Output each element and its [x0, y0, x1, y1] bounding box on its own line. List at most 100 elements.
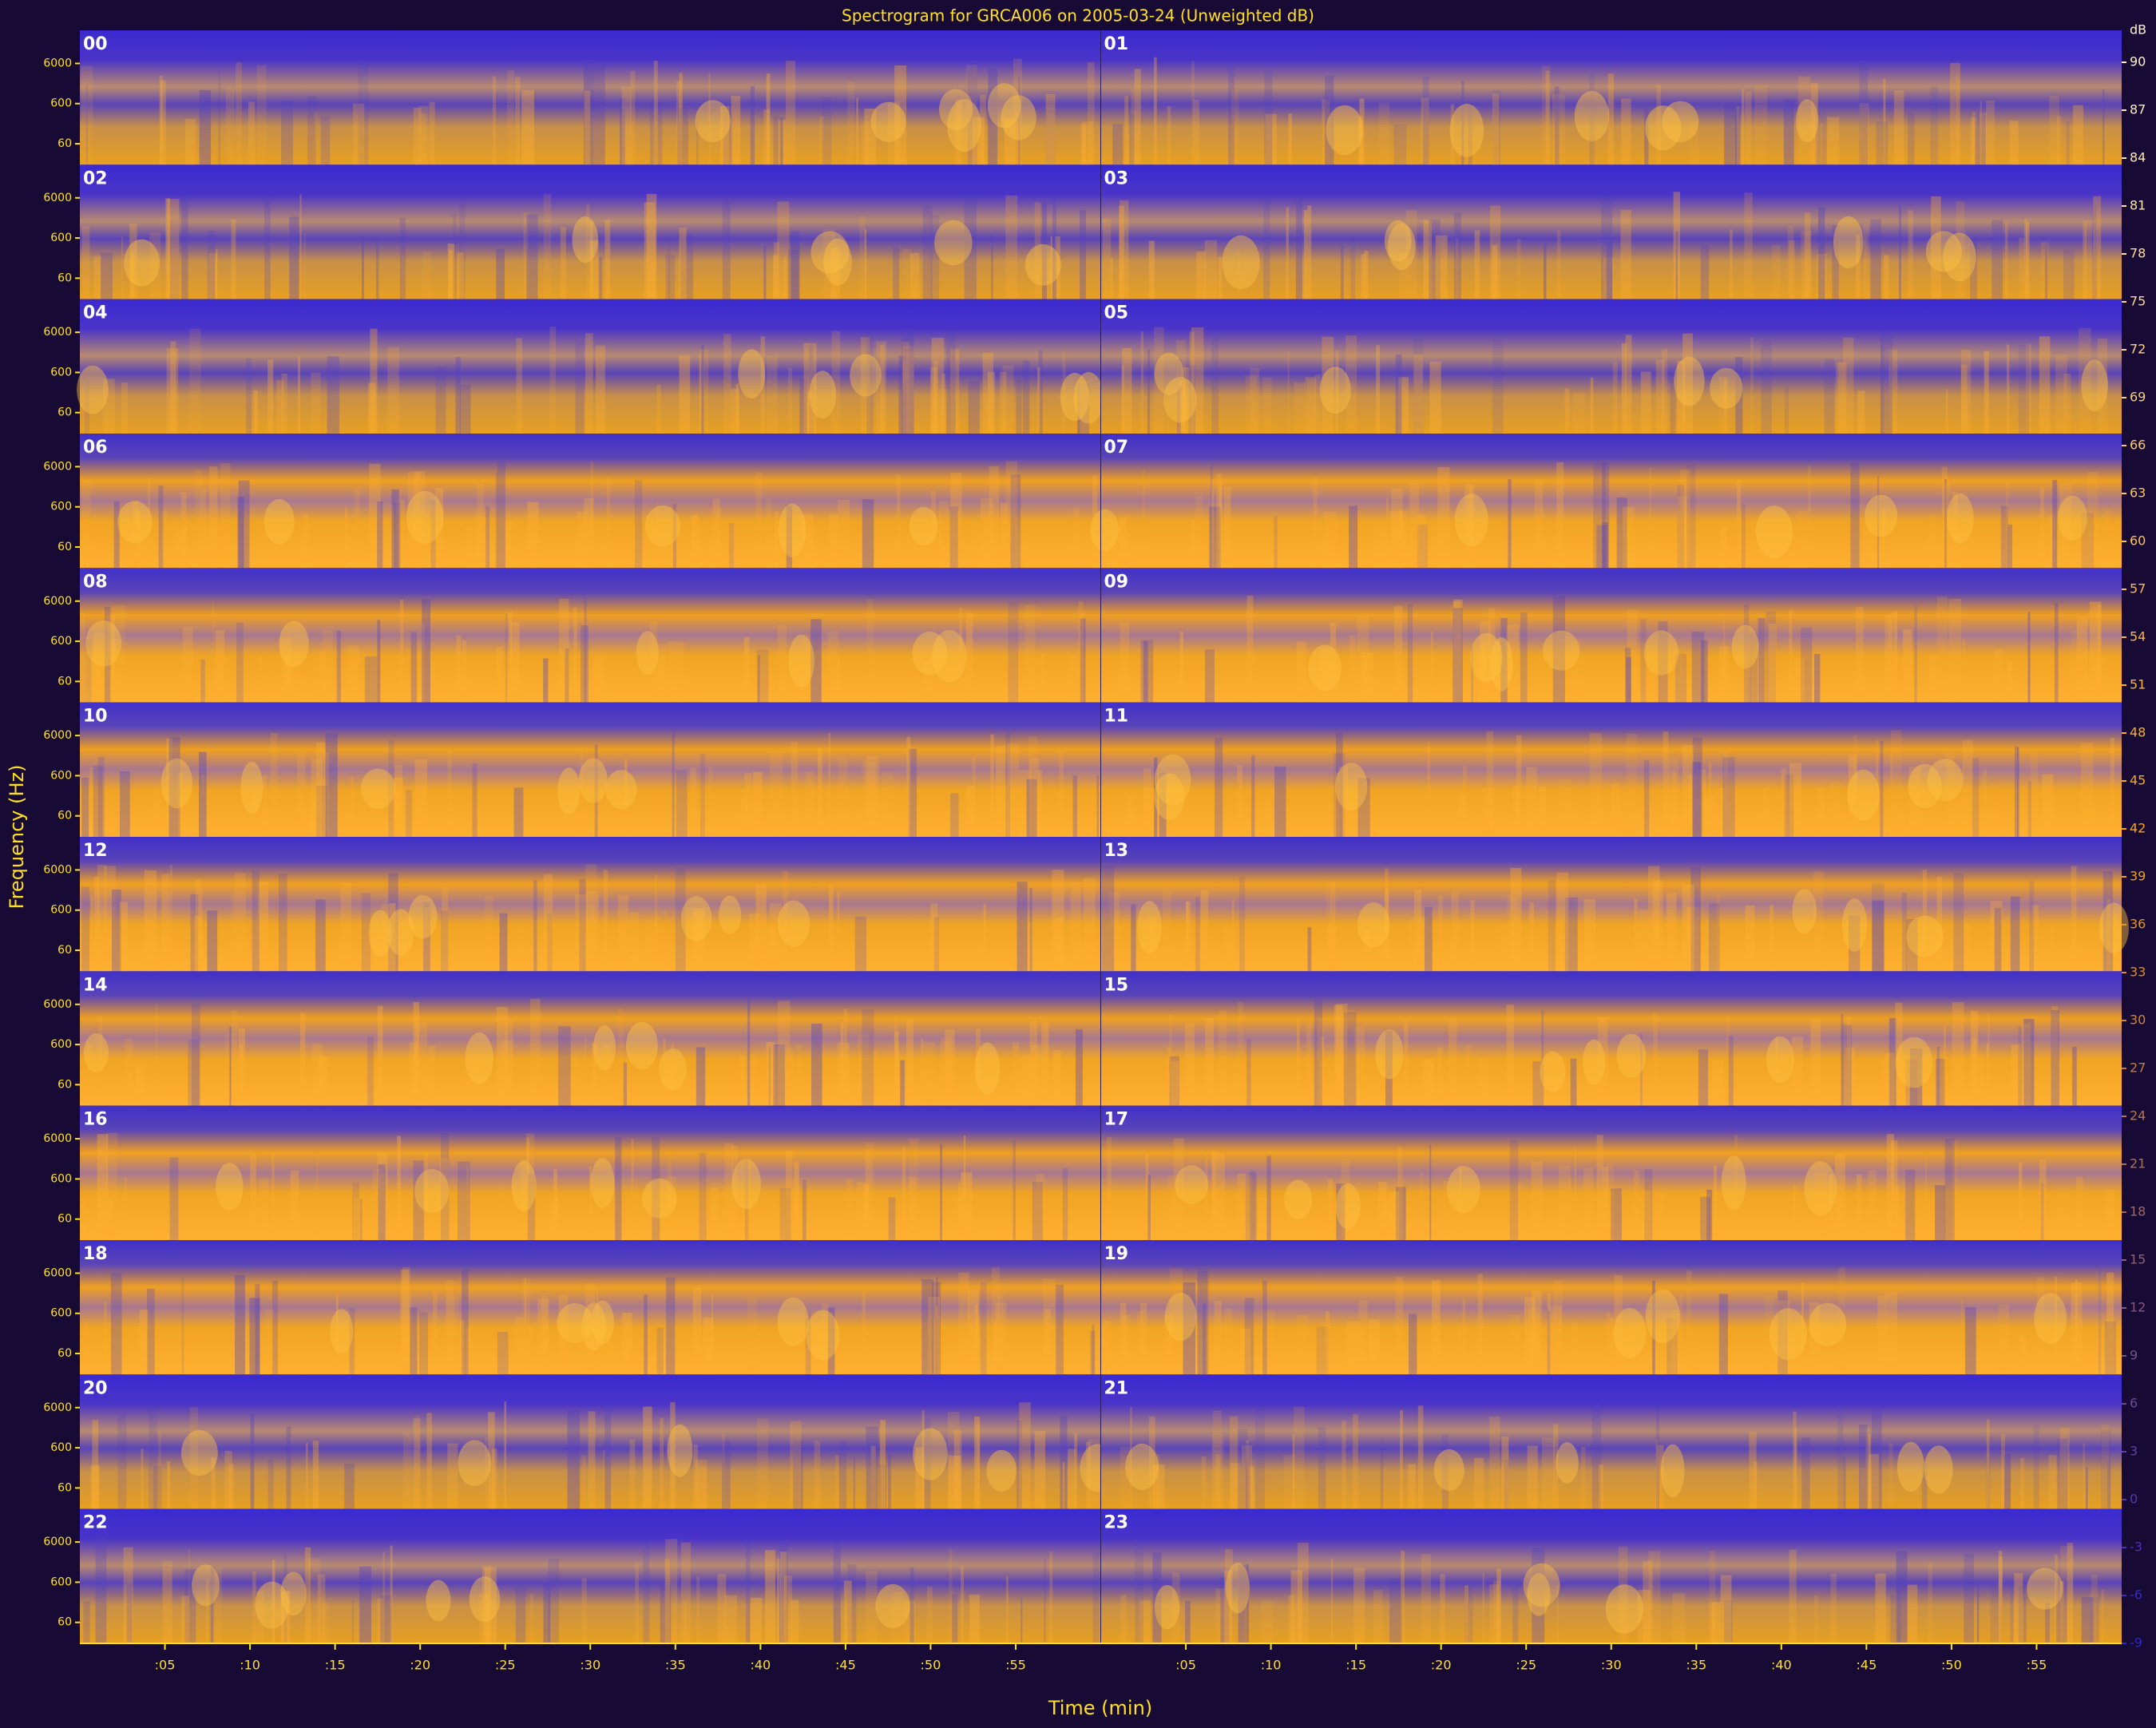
texture — [1610, 1318, 1614, 1375]
texture — [982, 352, 993, 434]
texture — [679, 228, 687, 299]
colorbar-tick-label: 12 — [2130, 1300, 2146, 1315]
texture — [97, 756, 105, 837]
texture — [382, 1551, 385, 1643]
panel-label: 18 — [83, 1244, 108, 1264]
texture — [80, 652, 89, 703]
texture — [485, 1437, 488, 1509]
texture — [1977, 1052, 1984, 1106]
texture — [1555, 86, 1560, 165]
texture — [1640, 371, 1651, 434]
texture — [1052, 1050, 1062, 1106]
texture — [1357, 778, 1370, 837]
texture — [1209, 506, 1222, 569]
texture — [1638, 910, 1648, 972]
texture — [225, 88, 235, 165]
texture — [629, 1439, 636, 1509]
texture — [1684, 484, 1686, 569]
texture — [1175, 1165, 1209, 1204]
texture — [126, 1584, 133, 1643]
texture — [1378, 1181, 1387, 1240]
texture — [521, 919, 523, 972]
texture — [664, 1558, 670, 1643]
texture — [1602, 462, 1610, 569]
texture — [1596, 525, 1607, 569]
texture — [1220, 1577, 1230, 1643]
texture — [959, 608, 963, 703]
texture — [1369, 1319, 1380, 1375]
texture — [1843, 1457, 1846, 1509]
texture — [2009, 121, 2019, 165]
texture — [1154, 1584, 1180, 1630]
texture — [1239, 877, 1246, 972]
texture — [777, 1001, 791, 1106]
texture — [940, 1037, 952, 1106]
texture — [504, 1401, 507, 1509]
texture — [1994, 648, 2003, 703]
texture — [1477, 1274, 1483, 1375]
texture — [399, 600, 404, 703]
y-tick-label: 600 — [50, 1038, 72, 1051]
texture — [1224, 1571, 1231, 1643]
texture — [711, 1294, 714, 1375]
texture — [760, 336, 766, 434]
texture — [2080, 743, 2094, 837]
texture — [1858, 1425, 1868, 1509]
texture — [777, 201, 790, 299]
texture — [1062, 1167, 1068, 1240]
texture — [667, 1424, 693, 1477]
texture — [1589, 732, 1603, 837]
colorbar-tick-label: -9 — [2130, 1635, 2142, 1651]
texture — [850, 354, 882, 397]
texture — [80, 639, 92, 703]
texture — [1837, 362, 1847, 434]
texture — [1660, 1444, 1685, 1497]
texture — [589, 1166, 593, 1240]
texture — [136, 1328, 146, 1375]
texture — [147, 1288, 155, 1375]
texture — [181, 1277, 184, 1375]
texture — [359, 1199, 363, 1240]
texture — [119, 902, 128, 972]
texture — [1140, 1303, 1147, 1375]
texture — [2007, 344, 2010, 434]
texture — [1597, 1017, 1608, 1106]
texture — [1294, 382, 1306, 434]
texture — [2050, 514, 2056, 569]
texture — [1720, 1575, 1732, 1643]
y-tick-label: 600 — [50, 904, 72, 917]
texture — [169, 865, 172, 972]
texture — [581, 625, 589, 703]
texture — [1223, 486, 1231, 569]
texture — [2018, 1025, 2023, 1106]
texture — [429, 101, 435, 165]
texture — [1583, 1167, 1594, 1240]
texture — [894, 65, 907, 165]
texture — [860, 337, 870, 434]
panel-label: 06 — [83, 438, 108, 458]
texture — [1389, 1579, 1403, 1643]
texture — [708, 766, 713, 837]
texture — [644, 1294, 648, 1375]
texture — [369, 463, 381, 569]
texture — [1689, 121, 1698, 165]
texture — [1195, 896, 1200, 972]
texture — [311, 372, 321, 434]
texture — [1716, 791, 1721, 837]
y-tick-label: 60 — [57, 1078, 72, 1091]
texture — [1621, 98, 1631, 165]
texture — [2034, 1293, 2067, 1345]
texture — [1616, 497, 1627, 569]
panel-label: 13 — [1104, 841, 1129, 861]
texture — [558, 1294, 569, 1375]
texture — [412, 1418, 421, 1509]
texture — [697, 1466, 707, 1509]
texture — [423, 906, 430, 972]
texture — [353, 103, 365, 165]
texture — [778, 120, 786, 165]
texture — [1238, 1564, 1246, 1643]
panel-label: 23 — [1104, 1513, 1129, 1533]
texture — [2081, 513, 2095, 569]
texture — [387, 347, 399, 434]
texture — [1709, 1602, 1716, 1643]
